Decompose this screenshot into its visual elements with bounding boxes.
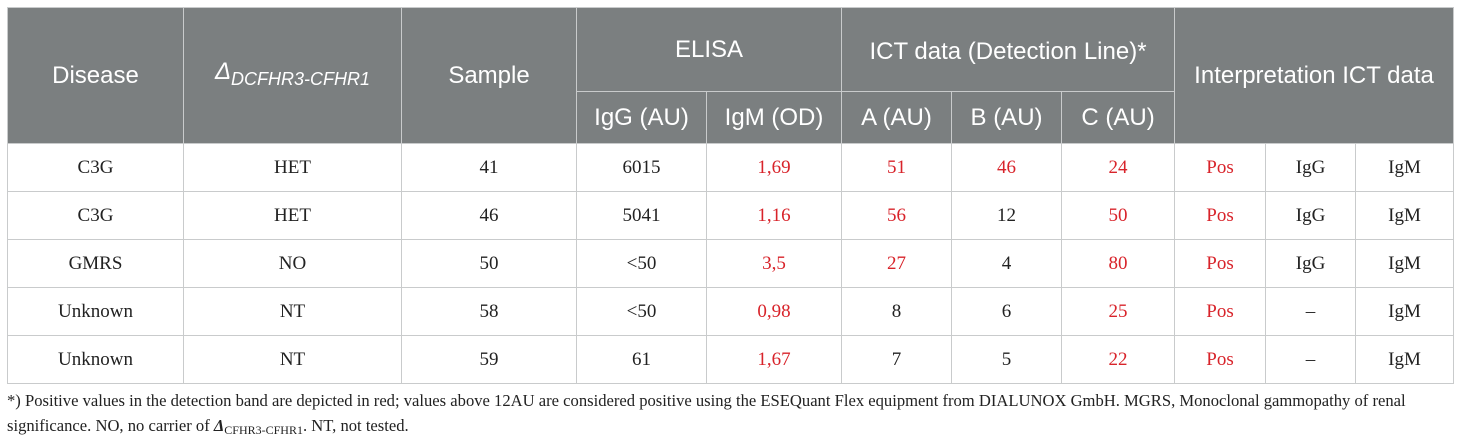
cell-elisa-igm: 1,67 bbox=[705, 335, 843, 384]
cell-interp-pos: Pos bbox=[1174, 239, 1267, 288]
header-elisa: ELISA bbox=[575, 7, 843, 92]
cell-ict-c: 50 bbox=[1061, 191, 1176, 240]
cell-elisa-igm: 0,98 bbox=[705, 287, 843, 336]
footnote-text-part2: . NT, not tested. bbox=[302, 416, 409, 435]
cell-elisa-igm: 1,16 bbox=[705, 191, 843, 240]
cell-interp-igg: – bbox=[1265, 335, 1357, 384]
cell-ict-a: 7 bbox=[841, 335, 953, 384]
results-table: Disease ΔDCFHR3-CFHR1 Sample ELISA ICT d… bbox=[7, 7, 1455, 384]
cell-sample: 41 bbox=[401, 143, 577, 192]
cell-delta: NT bbox=[183, 287, 402, 336]
cell-elisa-igm: 3,5 bbox=[705, 239, 843, 288]
cell-elisa-igg: 5041 bbox=[576, 191, 707, 240]
cell-ict-c: 80 bbox=[1061, 239, 1176, 288]
cell-delta: HET bbox=[183, 143, 402, 192]
header-delta-subscript: DCFHR3-CFHR1 bbox=[231, 69, 371, 89]
cell-interp-pos: Pos bbox=[1174, 143, 1267, 192]
cell-sample: 59 bbox=[401, 335, 577, 384]
table-row: Unknown NT 58 <50 0,98 8 6 25 Pos – IgM bbox=[7, 287, 1455, 336]
footnote-delta-subscript: CFHR3-CFHR1 bbox=[224, 423, 303, 437]
header-interpretation: Interpretation ICT data bbox=[1174, 7, 1455, 144]
cell-ict-a: 27 bbox=[841, 239, 953, 288]
cell-disease: C3G bbox=[7, 143, 184, 192]
cell-interp-igg: IgG bbox=[1265, 239, 1357, 288]
cell-sample: 58 bbox=[401, 287, 577, 336]
header-b-au: B (AU) bbox=[951, 91, 1063, 144]
cell-disease: Unknown bbox=[7, 335, 184, 384]
cell-sample: 50 bbox=[401, 239, 577, 288]
table-footnote: *) Positive values in the detection band… bbox=[7, 388, 1453, 443]
cell-ict-b: 6 bbox=[951, 287, 1063, 336]
header-delta-symbol: Δ bbox=[214, 58, 232, 85]
cell-interp-pos: Pos bbox=[1174, 287, 1267, 336]
cell-disease: Unknown bbox=[7, 287, 184, 336]
header-disease: Disease bbox=[7, 7, 184, 144]
cell-interp-pos: Pos bbox=[1174, 335, 1267, 384]
cell-elisa-igg: <50 bbox=[576, 239, 707, 288]
cell-interp-igm: IgM bbox=[1355, 191, 1455, 240]
cell-interp-igg: IgG bbox=[1265, 143, 1357, 192]
header-sample: Sample bbox=[401, 7, 577, 144]
cell-delta: HET bbox=[183, 191, 402, 240]
cell-ict-b: 5 bbox=[951, 335, 1063, 384]
cell-interp-igm: IgM bbox=[1355, 335, 1455, 384]
cell-disease: GMRS bbox=[7, 239, 184, 288]
header-igg-au: IgG (AU) bbox=[576, 91, 707, 144]
cell-elisa-igg: 6015 bbox=[576, 143, 707, 192]
header-c-au: C (AU) bbox=[1061, 91, 1176, 144]
cell-interp-igm: IgM bbox=[1355, 287, 1455, 336]
cell-ict-a: 56 bbox=[841, 191, 953, 240]
footnote-text-part1: *) Positive values in the detection band… bbox=[7, 391, 1406, 435]
header-row-top: Disease ΔDCFHR3-CFHR1 Sample ELISA ICT d… bbox=[7, 7, 1455, 144]
cell-delta: NO bbox=[183, 239, 402, 288]
header-igm-od: IgM (OD) bbox=[705, 91, 843, 144]
cell-interp-pos: Pos bbox=[1174, 191, 1267, 240]
table-row: Unknown NT 59 61 1,67 7 5 22 Pos – IgM bbox=[7, 335, 1455, 384]
header-delta: ΔDCFHR3-CFHR1 bbox=[183, 7, 402, 144]
cell-delta: NT bbox=[183, 335, 402, 384]
cell-interp-igg: IgG bbox=[1265, 191, 1357, 240]
cell-ict-b: 12 bbox=[951, 191, 1063, 240]
cell-interp-igm: IgM bbox=[1355, 143, 1455, 192]
cell-ict-c: 25 bbox=[1061, 287, 1176, 336]
cell-ict-a: 8 bbox=[841, 287, 953, 336]
cell-elisa-igg: 61 bbox=[576, 335, 707, 384]
footnote-delta-symbol: Δ bbox=[213, 416, 225, 435]
cell-elisa-igm: 1,69 bbox=[705, 143, 843, 192]
cell-interp-igm: IgM bbox=[1355, 239, 1455, 288]
table-row: C3G HET 41 6015 1,69 51 46 24 Pos IgG Ig… bbox=[7, 143, 1455, 192]
header-row-sub: IgG (AU) IgM (OD) A (AU) B (AU) C (AU) bbox=[8, 91, 1454, 144]
cell-sample: 46 bbox=[401, 191, 577, 240]
cell-ict-c: 22 bbox=[1061, 335, 1176, 384]
cell-ict-b: 46 bbox=[951, 143, 1063, 192]
cell-interp-igg: – bbox=[1265, 287, 1357, 336]
cell-ict-b: 4 bbox=[951, 239, 1063, 288]
cell-disease: C3G bbox=[7, 191, 184, 240]
cell-elisa-igg: <50 bbox=[576, 287, 707, 336]
cell-ict-a: 51 bbox=[841, 143, 953, 192]
header-a-au: A (AU) bbox=[841, 91, 953, 144]
table-row: GMRS NO 50 <50 3,5 27 4 80 Pos IgG IgM bbox=[7, 239, 1455, 288]
table-row: C3G HET 46 5041 1,16 56 12 50 Pos IgG Ig… bbox=[7, 191, 1455, 240]
cell-ict-c: 24 bbox=[1061, 143, 1176, 192]
header-ict-data: ICT data (Detection Line)* bbox=[841, 7, 1176, 92]
